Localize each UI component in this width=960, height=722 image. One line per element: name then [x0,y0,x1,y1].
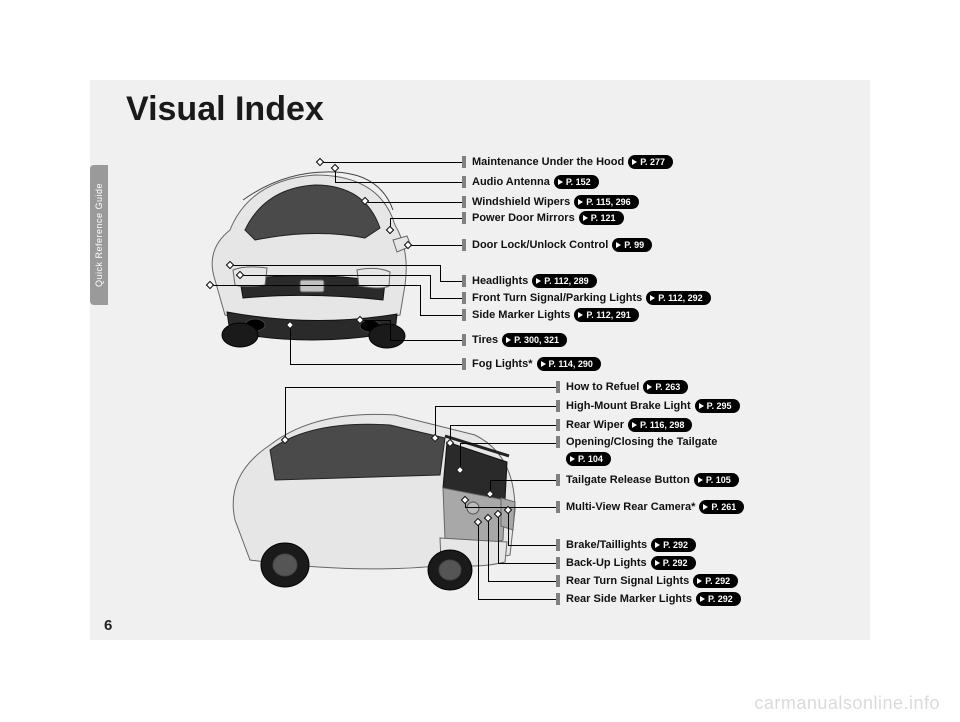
page-number: 6 [104,617,112,634]
front-callout: Maintenance Under the Hood P. 277 [462,155,673,169]
front-callout: Power Door Mirrors P. 121 [462,211,624,225]
callout-label: Rear Turn Signal Lights [566,575,689,587]
callout-bar-icon [556,539,560,551]
callout-label: Front Turn Signal/Parking Lights [472,292,642,304]
front-callout: Front Turn Signal/Parking Lights P. 112, … [462,291,711,305]
callout-label: Tires [472,334,498,346]
rear-callout: Opening/Closing the Tailgate [556,436,717,448]
page-ref-pill: P. 115, 296 [574,195,638,209]
page-ref-pill: P. 114, 290 [537,357,601,371]
page-ref-pill: P. 112, 289 [532,274,596,288]
callout-label: Multi-View Rear Camera* [566,501,695,513]
rear-callout: Rear Turn Signal Lights P. 292 [556,574,738,588]
page-title: Visual Index [126,90,324,129]
rear-callout: Brake/Taillights P. 292 [556,538,696,552]
callout-label: Power Door Mirrors [472,212,575,224]
callout-bar-icon [462,239,466,251]
callout-label: Back-Up Lights [566,557,647,569]
page-ref-pill: P. 121 [579,211,624,225]
callout-bar-icon [462,156,466,168]
callout-label: Door Lock/Unlock Control [472,239,608,251]
callout-label: Rear Side Marker Lights [566,593,692,605]
rear-callout: High-Mount Brake Light P. 295 [556,399,740,413]
callout-bar-icon [556,381,560,393]
front-callout: Audio Antenna P. 152 [462,175,599,189]
callout-bar-icon [556,400,560,412]
rear-callout: Back-Up Lights P. 292 [556,556,696,570]
sidebar-tab: Quick Reference Guide [90,165,108,305]
manual-page: Quick Reference Guide Visual Index [90,80,870,640]
rear-callout: Multi-View Rear Camera* P. 261 [556,500,744,514]
rear-callout: How to Refuel P. 263 [556,380,688,394]
page-ref-pill: P. 292 [693,574,738,588]
callout-bar-icon [556,575,560,587]
callout-label: Windshield Wipers [472,196,570,208]
page-ref-pill: P. 99 [612,238,652,252]
callout-label: Side Marker Lights [472,309,570,321]
callout-label: Tailgate Release Button [566,474,690,486]
vehicle-front-illustration [185,140,435,360]
page-ref-pill: P. 292 [651,556,696,570]
page-ref-pill: P. 263 [643,380,688,394]
callout-bar-icon [556,593,560,605]
rear-callout: Rear Side Marker Lights P. 292 [556,592,741,606]
callout-bar-icon [462,196,466,208]
callout-bar-icon [462,292,466,304]
front-callout: Headlights P. 112, 289 [462,274,597,288]
page-ref-pill: P. 105 [694,473,739,487]
callout-bar-icon [556,436,560,448]
callout-label: Audio Antenna [472,176,550,188]
callout-label: Opening/Closing the Tailgate [566,436,717,448]
callout-label: Brake/Taillights [566,539,647,551]
page-ref-pill: P. 112, 291 [574,308,638,322]
watermark: carmanualsonline.info [754,693,940,714]
front-callout: Fog Lights* P. 114, 290 [462,357,601,371]
rear-callout: Tailgate Release Button P. 105 [556,473,739,487]
page-ref-pill: P. 277 [628,155,673,169]
callout-label: Headlights [472,275,528,287]
page-ref-pill: P. 300, 321 [502,333,567,347]
front-callout: Windshield Wipers P. 115, 296 [462,195,639,209]
callout-bar-icon [462,309,466,321]
callout-bar-icon [556,501,560,513]
callout-label: High-Mount Brake Light [566,400,691,412]
rear-callout: Rear Wiper P. 116, 298 [556,418,692,432]
page-ref-pill: P. 116, 298 [628,418,692,432]
callout-label: Maintenance Under the Hood [472,156,624,168]
callout-bar-icon [462,275,466,287]
callout-bar-icon [462,176,466,188]
callout-label: Rear Wiper [566,419,624,431]
callout-label: Fog Lights* [472,358,533,370]
rear-callout-pill-row: P. 104 [566,452,611,466]
front-callout: Side Marker Lights P. 112, 291 [462,308,639,322]
page-ref-pill: P. 152 [554,175,599,189]
page-ref-pill: P. 292 [696,592,741,606]
callout-bar-icon [462,358,466,370]
page-ref-pill: P. 295 [695,399,740,413]
callout-bar-icon [462,212,466,224]
callout-bar-icon [556,557,560,569]
front-callout: Tires P. 300, 321 [462,333,567,347]
page-ref-pill: P. 104 [566,452,611,466]
callout-bar-icon [462,334,466,346]
vehicle-rear-illustration [215,380,535,610]
page-ref-pill: P. 112, 292 [646,291,710,305]
front-callout: Door Lock/Unlock Control P. 99 [462,238,652,252]
callout-bar-icon [556,419,560,431]
page-ref-pill: P. 261 [699,500,744,514]
callout-label: How to Refuel [566,381,639,393]
page-ref-pill: P. 292 [651,538,696,552]
callout-bar-icon [556,474,560,486]
